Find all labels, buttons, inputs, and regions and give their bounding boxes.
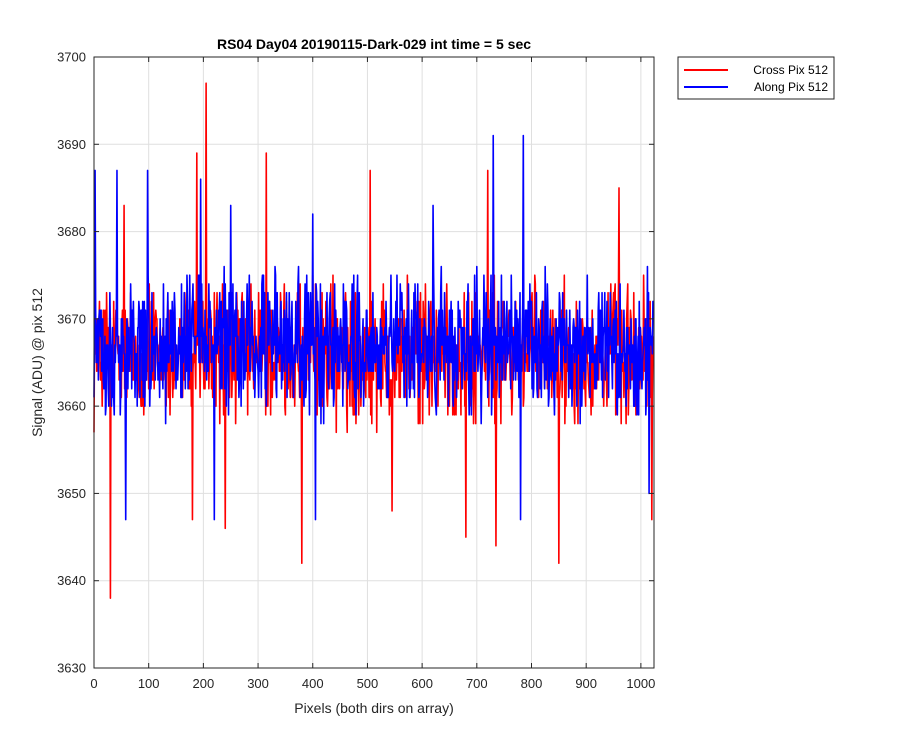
x-tick-label: 400 — [302, 676, 324, 691]
y-tick-label: 3650 — [57, 486, 86, 501]
y-axis-label: Signal (ADU) @ pix 512 — [29, 288, 45, 437]
series-layer — [93, 82, 655, 599]
y-tick-label: 3690 — [57, 137, 86, 152]
x-tick-label: 900 — [575, 676, 597, 691]
legend: Cross Pix 512 Along Pix 512 — [677, 56, 835, 100]
x-tick-label: 800 — [521, 676, 543, 691]
legend-label-along: Along Pix 512 — [754, 80, 828, 94]
x-tick-label: 100 — [138, 676, 160, 691]
x-tick-label: 600 — [411, 676, 433, 691]
y-tick-label: 3670 — [57, 311, 86, 326]
x-tick-label: 200 — [193, 676, 215, 691]
y-tick-label: 3700 — [57, 50, 86, 65]
x-tick-label: 700 — [466, 676, 488, 691]
x-tick-label: 300 — [247, 676, 269, 691]
y-tick-label: 3680 — [57, 224, 86, 239]
x-tick-label: 0 — [90, 676, 97, 691]
x-axis-label: Pixels (both dirs on array) — [294, 700, 454, 716]
chart-title: RS04 Day04 20190115-Dark-029 int time = … — [217, 36, 531, 52]
y-tick-label: 3630 — [57, 661, 86, 676]
axis-ticks: 0 100 200 300 400 500 600 700 800 900 1000 3630 3640… — [57, 50, 655, 692]
series-line-along — [93, 134, 654, 521]
x-tick-label: 1000 — [626, 676, 655, 691]
legend-box — [677, 56, 835, 100]
y-tick-label: 3660 — [57, 399, 86, 414]
y-tick-label: 3640 — [57, 573, 86, 588]
legend-label-cross: Cross Pix 512 — [753, 63, 828, 77]
x-tick-label: 500 — [357, 676, 379, 691]
plot-frame — [93, 56, 655, 669]
